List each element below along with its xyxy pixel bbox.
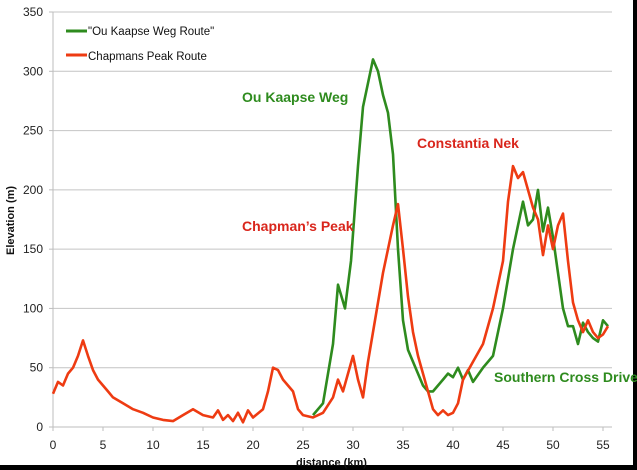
y-axis-title: Elevation (m) — [5, 186, 17, 255]
series-lines — [51, 58, 610, 424]
y-tick-label: 100 — [23, 301, 43, 315]
series-chapmans-peak-line — [51, 164, 610, 424]
x-tick-label: 25 — [296, 438, 310, 452]
legend-label-ou-kaapse: "Ou Kaapse Weg Route" — [88, 26, 214, 38]
y-tick-label: 150 — [23, 242, 43, 256]
y-tick-label: 200 — [23, 183, 43, 197]
annotation-southern-cross-drive: Southern Cross Drive — [494, 369, 637, 385]
series-ou-kaapse-weg-line — [312, 58, 609, 416]
x-tick-label: 20 — [246, 438, 260, 452]
annotation-ou-kaapse-weg: Ou Kaapse Weg — [242, 89, 348, 105]
legend: "Ou Kaapse Weg Route" Chapmans Peak Rout… — [66, 26, 214, 63]
x-tick-label: 30 — [346, 438, 360, 452]
y-axis-ticks: 0 50 100 150 200 250 300 350 — [23, 5, 53, 434]
x-tick-label: 15 — [196, 438, 210, 452]
x-tick-label: 50 — [546, 438, 560, 452]
y-tick-label: 50 — [30, 361, 44, 375]
x-tick-label: 35 — [396, 438, 410, 452]
x-tick-label: 55 — [596, 438, 610, 452]
x-tick-label: 5 — [100, 438, 107, 452]
x-axis-ticks: 0 5 10 15 20 25 30 35 40 45 50 55 — [50, 427, 610, 452]
y-tick-label: 0 — [36, 420, 43, 434]
annotation-constantia-nek: Constantia Nek — [417, 135, 519, 151]
x-axis-title: distance (km) — [296, 457, 367, 469]
x-tick-label: 10 — [146, 438, 160, 452]
x-tick-label: 40 — [446, 438, 460, 452]
x-tick-label: 45 — [496, 438, 510, 452]
x-tick-label: 0 — [50, 438, 57, 452]
gridlines — [53, 11, 612, 369]
legend-label-chapmans: Chapmans Peak Route — [88, 51, 207, 63]
annotation-chapmans-peak: Chapman’s Peak — [242, 218, 354, 234]
y-tick-label: 350 — [23, 5, 43, 19]
y-tick-label: 250 — [23, 124, 43, 138]
y-tick-label: 300 — [23, 64, 43, 78]
